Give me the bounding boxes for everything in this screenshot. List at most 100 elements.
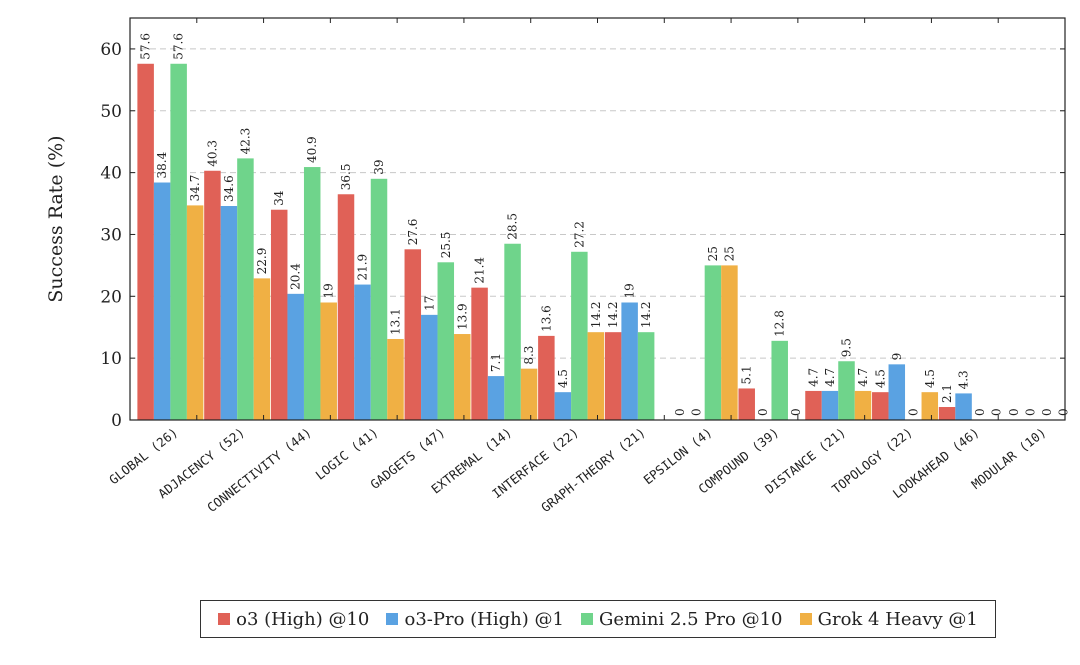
bar	[738, 388, 755, 420]
data-label: 4.5	[873, 369, 887, 388]
legend-item: Gemini 2.5 Pro @10	[581, 608, 783, 630]
data-label: 14.2	[639, 301, 653, 328]
data-label: 22.9	[255, 248, 269, 275]
bar	[387, 338, 404, 420]
data-label: 36.5	[339, 164, 353, 191]
legend-swatch	[386, 613, 399, 625]
bar	[287, 293, 304, 420]
data-label: 40.3	[205, 140, 219, 167]
bar	[487, 376, 505, 420]
data-label: 34	[272, 190, 286, 206]
bar	[354, 284, 371, 420]
bar	[437, 262, 455, 420]
bar	[854, 390, 872, 420]
bar	[721, 265, 738, 420]
bar	[955, 393, 972, 420]
bar	[253, 278, 271, 420]
data-label: 4.7	[823, 368, 837, 387]
y-tick-label: 60	[100, 40, 122, 60]
data-label: 12.8	[773, 310, 787, 337]
data-label: 0	[789, 408, 803, 416]
data-label: 0	[906, 408, 920, 416]
legend-label: o3-Pro (High) @1	[404, 608, 564, 630]
bar	[153, 182, 171, 420]
bar	[621, 302, 638, 420]
data-label: 9	[890, 353, 904, 361]
legend-swatch	[218, 613, 231, 625]
legend-swatch	[799, 613, 812, 625]
data-label: 17	[422, 296, 436, 311]
bar	[337, 194, 355, 420]
data-label: 27.2	[572, 221, 586, 248]
data-label: 19	[322, 283, 336, 298]
bar	[454, 334, 471, 420]
data-label: 4.7	[807, 368, 821, 387]
plot-frame	[129, 17, 1066, 421]
bar	[170, 63, 187, 421]
bar	[404, 249, 422, 420]
y-tick-label: 50	[100, 102, 122, 122]
legend-label: Gemini 2.5 Pro @10	[599, 608, 783, 630]
legend-label: Grok 4 Heavy @1	[817, 608, 978, 630]
bar	[637, 332, 655, 420]
data-label: 4.7	[856, 368, 870, 387]
bar	[237, 158, 254, 421]
y-tick-label: 10	[100, 349, 122, 369]
data-label: 0	[689, 408, 703, 416]
data-label: 39	[372, 160, 386, 175]
data-label: 28.5	[506, 213, 520, 240]
bar	[587, 332, 605, 420]
data-label: 27.6	[406, 219, 420, 246]
bar	[370, 178, 388, 420]
bar	[571, 251, 588, 420]
bar	[704, 265, 722, 420]
bar	[821, 390, 839, 420]
legend-item: Grok 4 Heavy @1	[799, 608, 978, 630]
bar	[204, 170, 221, 420]
y-tick-label: 30	[100, 225, 122, 245]
data-label: 8.3	[522, 346, 536, 365]
data-label: 0	[1040, 408, 1054, 416]
bars	[137, 63, 972, 421]
data-label: 0	[1023, 408, 1037, 416]
bar	[838, 361, 855, 420]
data-label: 20.4	[289, 263, 303, 290]
data-label: 19	[623, 283, 637, 298]
data-label: 21.9	[356, 254, 370, 281]
bar	[538, 335, 555, 420]
bar	[938, 407, 956, 420]
data-label: 0	[1007, 408, 1021, 416]
x-tick-label: LOGIC (41)	[312, 425, 381, 483]
bar	[421, 314, 438, 420]
data-label: 0	[973, 408, 987, 416]
data-label: 5.1	[740, 365, 754, 384]
data-label: 21.4	[473, 257, 487, 284]
bar	[805, 390, 822, 420]
data-label: 13.6	[539, 305, 553, 332]
data-label: 4.5	[923, 369, 937, 388]
bar	[270, 209, 288, 420]
data-label: 14.2	[589, 301, 603, 328]
value-labels: 57.6 38.4 57.6 34.740.334.6 42.3 22.9 34 20.4 40…	[139, 33, 1071, 416]
bar	[554, 392, 572, 420]
data-label: 57.6	[172, 33, 186, 60]
bar	[303, 167, 321, 420]
data-label: 2.1	[940, 384, 954, 403]
bar	[921, 392, 939, 420]
y-tick-label: 20	[100, 287, 122, 307]
bar	[520, 368, 538, 420]
data-label: 0	[673, 408, 687, 416]
bar-chart: 57.6 38.4 57.6 34.740.334.6 42.3 22.9 34 20.4 40…	[45, 17, 1071, 515]
legend: o3 (High) @10 o3-Pro (High) @1 Gemini 2.5 …	[200, 600, 996, 638]
bar	[320, 302, 337, 420]
data-label: 40.9	[305, 136, 319, 163]
data-label: 4.3	[957, 370, 971, 389]
bar	[888, 364, 906, 420]
data-label: 34.7	[188, 175, 202, 202]
data-label: 42.3	[238, 128, 252, 155]
y-tick-label: 40	[100, 164, 122, 184]
legend-item: o3 (High) @10	[218, 609, 369, 630]
data-label: 34.6	[222, 175, 236, 202]
y-axis-ticks: 0 10 20 30 40 50 60	[100, 40, 1065, 431]
legend-label: o3 (High) @10	[236, 608, 370, 630]
